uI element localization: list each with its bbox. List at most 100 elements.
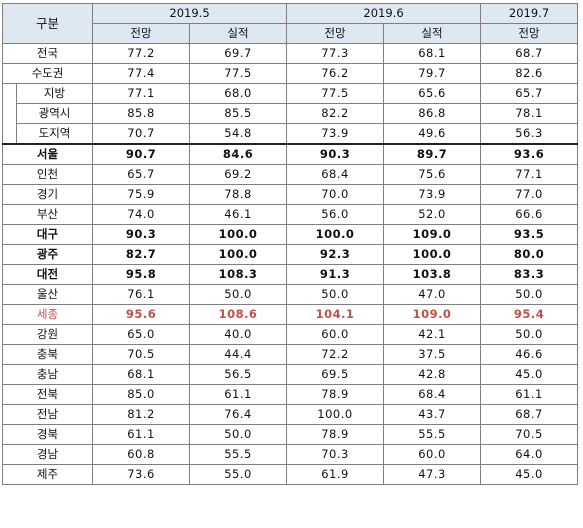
cell-value: 108.3 — [189, 264, 288, 285]
cell-value: 108.6 — [189, 304, 288, 325]
row-label: 도지역 — [15, 123, 94, 145]
cell-value: 109.0 — [383, 224, 482, 245]
cell-value: 65.7 — [480, 83, 579, 104]
cell-value: 50.0 — [480, 324, 579, 345]
row-label: 광주 — [1, 244, 94, 265]
cell-value: 70.0 — [286, 184, 385, 205]
cell-value: 100.0 — [189, 224, 288, 245]
cell-value: 42.1 — [383, 324, 482, 345]
cell-value: 91.3 — [286, 264, 385, 285]
cell-value: 77.1 — [92, 83, 191, 104]
cell-value: 68.7 — [480, 404, 579, 425]
cell-value: 78.9 — [286, 424, 385, 445]
cell-value: 55.5 — [189, 444, 288, 465]
period-header: 2019.6 — [286, 3, 482, 24]
row-label: 세종 — [1, 304, 94, 325]
cell-value: 100.0 — [286, 224, 385, 245]
cell-value: 100.0 — [383, 244, 482, 265]
period-header: 2019.7 — [480, 3, 579, 24]
cell-value: 50.0 — [189, 424, 288, 445]
period-header: 2019.5 — [92, 3, 288, 24]
cell-value: 60.8 — [92, 444, 191, 465]
cell-value: 68.7 — [480, 43, 579, 64]
table-row: 서울 90.7 84.6 90.3 89.7 93.6 — [1, 143, 579, 165]
cell-value: 56.3 — [480, 123, 579, 145]
cell-value: 104.1 — [286, 304, 385, 325]
header-row-periods: 구분 2019.5 2019.6 2019.7 — [1, 3, 579, 44]
cell-value: 49.6 — [383, 123, 482, 145]
cell-value: 80.0 — [480, 244, 579, 265]
type-header: 전망 — [92, 23, 191, 44]
table-row: 울산 76.1 50.0 50.0 47.0 50.0 — [1, 284, 579, 305]
table-row: 전북 85.0 61.1 78.9 68.4 61.1 — [1, 384, 579, 405]
cell-value: 73.9 — [383, 184, 482, 205]
row-label: 전북 — [1, 384, 94, 405]
table-row: 지방 77.1 68.0 77.5 65.6 65.7 — [2, 83, 579, 144]
cell-value: 55.5 — [383, 424, 482, 445]
cell-value: 66.6 — [480, 204, 579, 225]
cell-value: 56.0 — [286, 204, 385, 225]
cell-value: 95.6 — [92, 304, 191, 325]
cell-value: 93.5 — [480, 224, 579, 245]
cell-value: 45.0 — [480, 364, 579, 385]
cell-value: 65.6 — [383, 83, 482, 104]
cell-value: 69.7 — [189, 43, 288, 64]
cell-value: 44.4 — [189, 344, 288, 365]
row-label: 충남 — [1, 364, 94, 385]
table-row: 충남 68.1 56.5 69.5 42.8 45.0 — [1, 364, 579, 385]
cell-value: 61.9 — [286, 464, 385, 485]
cell-value: 69.2 — [189, 164, 288, 185]
cell-value: 84.6 — [189, 143, 288, 165]
cell-value: 69.5 — [286, 364, 385, 385]
cell-value: 100.0 — [286, 404, 385, 425]
cell-value: 82.6 — [480, 63, 579, 84]
cell-value: 77.3 — [286, 43, 385, 64]
cell-value: 61.1 — [92, 424, 191, 445]
cell-value: 85.5 — [189, 103, 288, 124]
table-row: 인천 65.7 69.2 68.4 75.6 77.1 — [1, 164, 579, 185]
cell-value: 68.4 — [383, 384, 482, 405]
header-row-types: 전망 실적 전망 실적 전망 — [3, 23, 579, 44]
row-label: 충북 — [1, 344, 94, 365]
cell-value: 43.7 — [383, 404, 482, 425]
cell-value: 61.1 — [480, 384, 579, 405]
cell-value: 70.5 — [92, 344, 191, 365]
table-row: 제주 73.6 55.0 61.9 47.3 45.0 — [1, 464, 579, 485]
row-label: 대구 — [1, 224, 94, 245]
table-row: 대구 90.3 100.0 100.0 109.0 93.5 — [1, 224, 579, 245]
cell-value: 37.5 — [383, 344, 482, 365]
cell-value: 52.0 — [383, 204, 482, 225]
business-survey-table: 구분 2019.5 2019.6 2019.7 전망 실적 전망 실적 전망 전… — [1, 3, 579, 485]
table-row: 경기 75.9 78.8 70.0 73.9 77.0 — [1, 184, 579, 205]
cell-value: 82.2 — [286, 103, 385, 124]
table-row: 경북 61.1 50.0 78.9 55.5 70.5 — [1, 424, 579, 445]
row-label: 수도권 — [1, 63, 94, 84]
table-row: 전국 77.2 69.7 77.3 68.1 68.7 — [1, 43, 579, 64]
row-label: 부산 — [1, 204, 94, 225]
row-label: 제주 — [1, 464, 94, 485]
cell-value: 77.0 — [480, 184, 579, 205]
cell-value: 45.0 — [480, 464, 579, 485]
table-row-highlighted: 세종 95.6 108.6 104.1 109.0 95.4 — [1, 304, 579, 325]
row-label: 지방 — [15, 83, 94, 104]
cell-value: 50.0 — [286, 284, 385, 305]
cell-value: 68.1 — [383, 43, 482, 64]
cell-value: 60.0 — [383, 444, 482, 465]
header-corner: 구분 — [1, 3, 94, 44]
cell-value: 70.3 — [286, 444, 385, 465]
cell-value: 82.7 — [92, 244, 191, 265]
table-row: 충북 70.5 44.4 72.2 37.5 46.6 — [1, 344, 579, 365]
cell-value: 60.0 — [286, 324, 385, 345]
cell-value: 95.4 — [480, 304, 579, 325]
row-label: 경북 — [1, 424, 94, 445]
cell-value: 77.5 — [189, 63, 288, 84]
table-row: 강원 65.0 40.0 60.0 42.1 50.0 — [1, 324, 579, 345]
cell-value: 61.1 — [189, 384, 288, 405]
row-label: 대전 — [1, 264, 94, 285]
cell-value: 76.2 — [286, 63, 385, 84]
cell-value: 46.1 — [189, 204, 288, 225]
row-label: 경기 — [1, 184, 94, 205]
table-row: 경남 60.8 55.5 70.3 60.0 64.0 — [1, 444, 579, 465]
cell-value: 73.6 — [92, 464, 191, 485]
cell-value: 54.8 — [189, 123, 288, 145]
